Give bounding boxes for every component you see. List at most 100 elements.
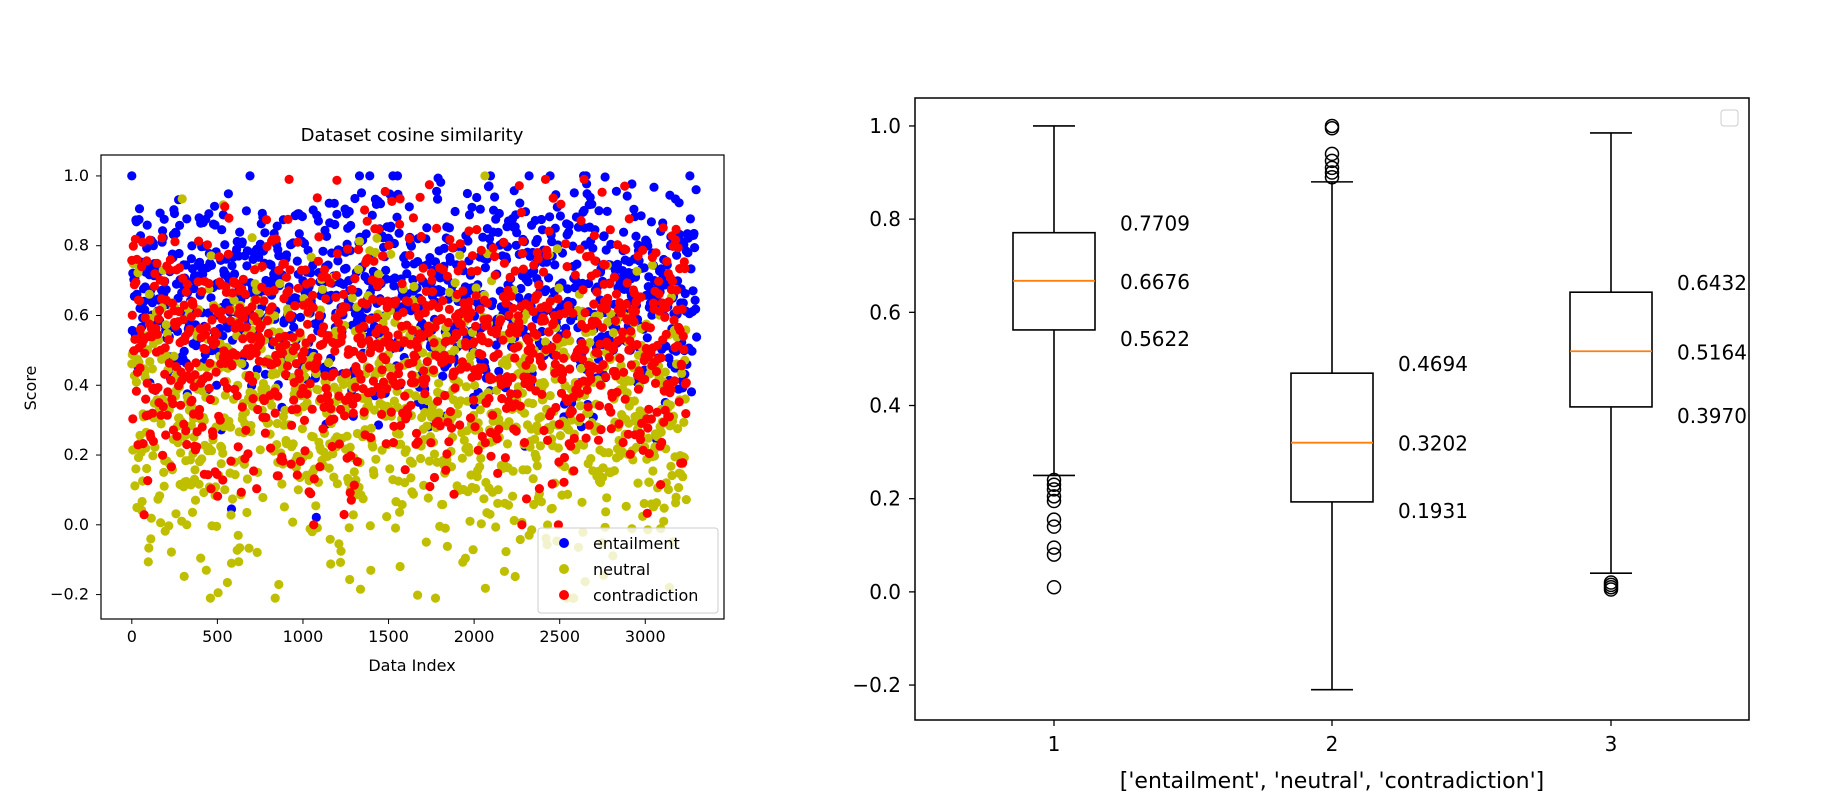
scatter-point: [444, 304, 454, 314]
scatter-point: [302, 389, 312, 399]
scatter-point: [645, 323, 656, 333]
scatter-point: [592, 287, 602, 297]
scatter-point: [239, 313, 249, 323]
scatter-point: [429, 338, 439, 348]
scatter-point: [225, 422, 236, 432]
scatter-point: [288, 439, 298, 449]
scatter-point: [280, 405, 290, 415]
scatter-point: [664, 412, 675, 422]
scatter-point: [442, 541, 452, 552]
scatter-point: [562, 262, 572, 272]
scatter-point: [349, 346, 359, 356]
scatter-point: [690, 243, 700, 253]
scatter-point: [488, 410, 498, 420]
box-x-label: ['entailment', 'neutral', 'contradiction…: [1120, 769, 1544, 794]
scatter-point: [206, 484, 216, 494]
scatter-point: [218, 448, 228, 458]
scatter-point: [148, 451, 158, 461]
scatter-point: [508, 303, 518, 313]
scatter-point: [598, 472, 608, 483]
scatter-point: [397, 279, 407, 289]
scatter-point: [477, 350, 487, 360]
scatter-point: [442, 271, 452, 281]
scatter-point: [583, 402, 593, 412]
scatter-point: [332, 249, 342, 259]
scatter-point: [501, 547, 511, 557]
scatter-point: [609, 272, 620, 282]
scatter-point: [292, 470, 302, 480]
scatter-point: [401, 259, 411, 269]
scatter-point: [145, 235, 155, 245]
scatter-point: [690, 295, 700, 305]
scatter-point: [538, 267, 549, 277]
scatter-point: [134, 296, 145, 306]
scatter-point: [314, 311, 324, 321]
outlier-point: [1046, 482, 1062, 497]
scatter-point: [687, 346, 697, 356]
scatter-point: [689, 228, 699, 239]
scatter-point: [260, 369, 270, 379]
scatter-point: [204, 383, 214, 393]
scatter-point: [393, 369, 404, 379]
outlier-point: [1046, 493, 1062, 509]
scatter-point: [644, 477, 654, 487]
scatter-point: [204, 209, 214, 219]
scatter-point: [302, 398, 312, 408]
scatter-point: [521, 494, 532, 504]
scatter-point: [281, 339, 291, 349]
scatter-point: [256, 320, 266, 331]
scatter-point: [598, 323, 608, 333]
scatter-point: [273, 471, 283, 481]
scatter-point: [406, 473, 416, 483]
scatter-point: [438, 296, 448, 306]
scatter-point: [187, 241, 197, 251]
scatter-point: [170, 237, 180, 247]
scatter-point: [152, 329, 163, 339]
scatter-point: [313, 385, 323, 395]
scatter-point: [395, 194, 405, 204]
scatter-point: [222, 383, 232, 393]
legend-label-neutral: neutral: [593, 560, 650, 579]
scatter-point: [625, 449, 635, 459]
outlier-point: [1046, 512, 1062, 527]
scatter-point: [667, 276, 678, 286]
scatter-point: [539, 425, 549, 436]
scatter-point: [343, 244, 353, 254]
scatter-point: [373, 269, 384, 280]
scatter-point: [464, 226, 474, 236]
scatter-point: [590, 256, 600, 266]
scatter-point: [505, 272, 515, 282]
scatter-point: [674, 198, 684, 208]
scatter-point: [388, 438, 398, 448]
scatter-point: [213, 588, 223, 598]
box-value-label: 0.6676: [1120, 270, 1190, 294]
scatter-point: [586, 374, 596, 384]
scatter-point: [185, 324, 195, 334]
scatter-point: [642, 508, 652, 518]
scatter-legend: entailment neutral contradiction: [537, 527, 719, 614]
scatter-point: [650, 378, 661, 388]
scatter-point: [415, 192, 425, 202]
scatter-point: [306, 489, 316, 499]
scatter-point: [303, 319, 313, 329]
scatter-point: [369, 469, 379, 480]
scatter-point: [358, 494, 368, 504]
scatter-point: [290, 301, 300, 311]
scatter-point: [259, 296, 269, 306]
scatter-point: [389, 281, 399, 291]
scatter-point: [680, 289, 690, 299]
scatter-point: [187, 507, 198, 517]
scatter-point: [437, 286, 447, 296]
scatter-point: [188, 300, 198, 310]
scatter-point: [558, 353, 569, 363]
box-value-label: 0.4694: [1398, 352, 1468, 376]
scatter-point: [543, 435, 553, 445]
scatter-point: [555, 431, 566, 441]
legend-marker-contradiction: [559, 590, 569, 600]
scatter-point: [604, 448, 614, 458]
scatter-point: [192, 442, 202, 452]
scatter-point: [181, 426, 191, 436]
scatter-point: [333, 256, 343, 266]
scatter-point: [204, 278, 214, 289]
scatter-point: [184, 362, 194, 373]
